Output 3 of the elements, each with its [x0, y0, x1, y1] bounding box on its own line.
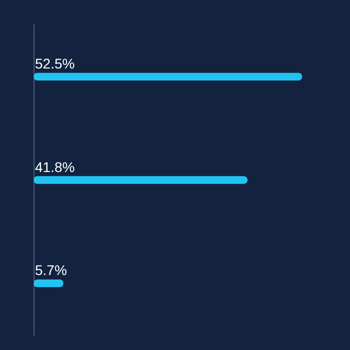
data-label: 5.7%: [35, 262, 67, 278]
data-label: 41.8%: [35, 158, 75, 175]
data-label: 52.5%: [35, 56, 75, 72]
